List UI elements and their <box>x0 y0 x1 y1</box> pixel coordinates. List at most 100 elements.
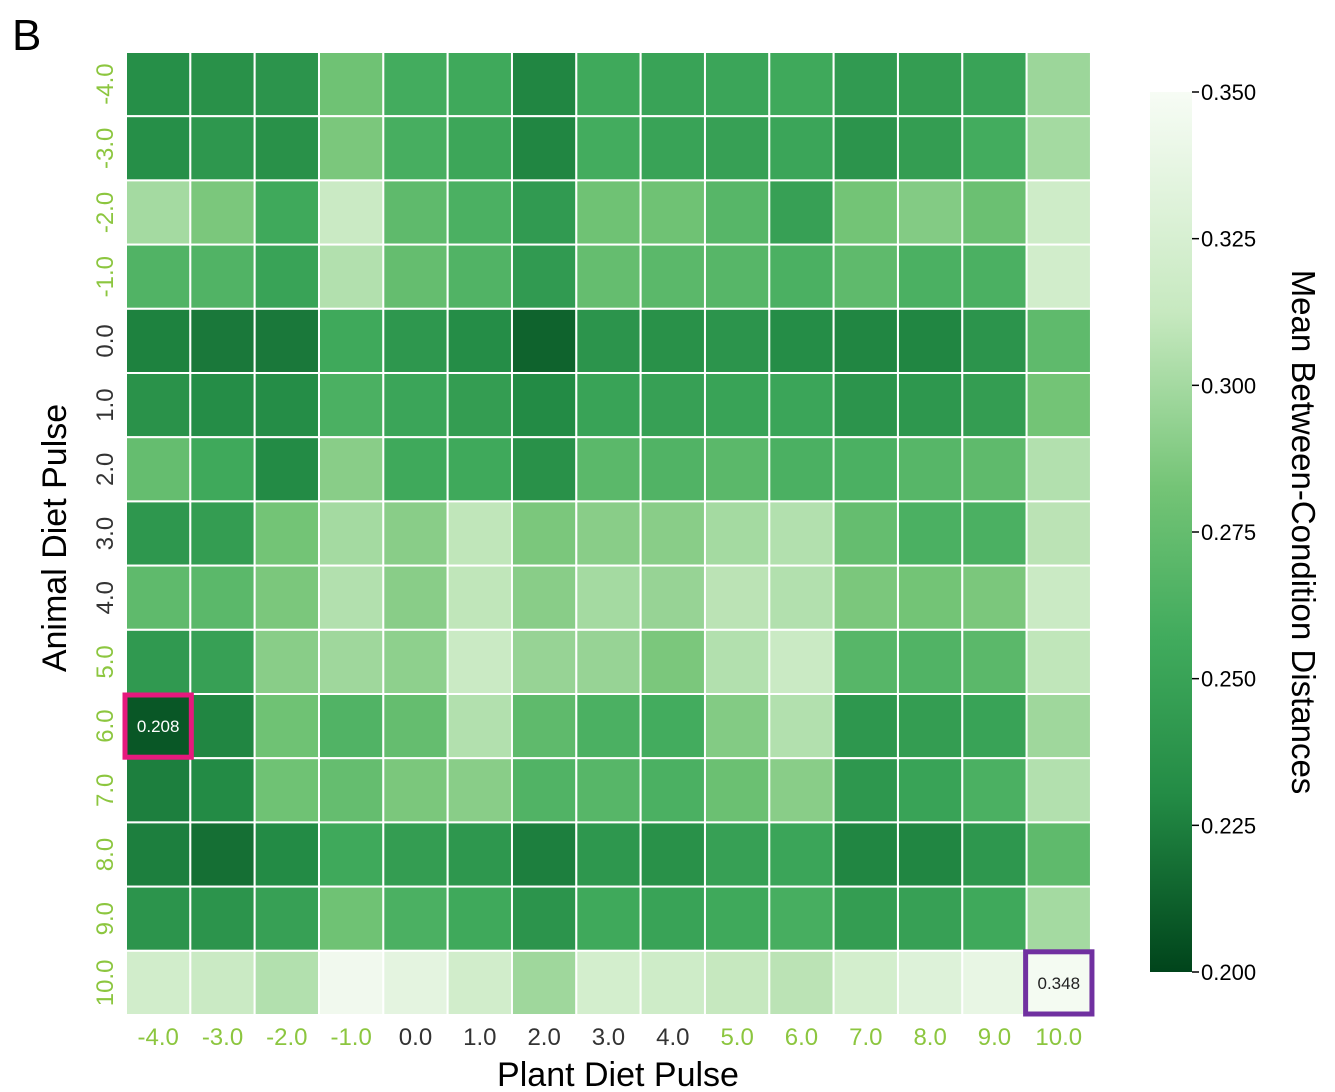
colorbar-label: Mean Between-Condition Distances <box>1285 270 1322 795</box>
heatmap-cell <box>317 693 385 760</box>
y-axis-label: Animal Diet Pulse <box>36 404 74 672</box>
x-tick-label: -3.0 <box>202 1024 243 1051</box>
heatmap-cell <box>961 115 1028 182</box>
heatmap-cell <box>189 628 256 695</box>
y-tick-label: 9.0 <box>92 902 119 935</box>
heatmap-cell <box>510 307 578 374</box>
heatmap-cell <box>639 757 706 824</box>
heatmap-cell <box>446 115 513 182</box>
heatmap-cell <box>189 564 256 631</box>
heatmap-cell <box>446 307 513 374</box>
heatmap-cell <box>961 436 1028 503</box>
heatmap-cell <box>446 821 513 888</box>
heatmap-cell <box>317 243 385 310</box>
colorbar-ticks: 0.350 0.325 0.300 0.275 0.250 0.225 0.200 <box>1192 80 1256 985</box>
heatmap-cell <box>125 628 192 695</box>
heatmap-cell <box>382 436 449 503</box>
heatmap-cell <box>317 949 385 1016</box>
y-tick-label: 5.0 <box>92 645 119 678</box>
heatmap-cell <box>832 372 899 439</box>
heatmap-cell <box>382 885 449 952</box>
heatmap-cell <box>253 436 320 503</box>
heatmap-cell <box>125 436 192 503</box>
heatmap-cell <box>896 500 964 567</box>
heatmap-cell <box>510 179 578 246</box>
heatmap-cell <box>703 949 771 1016</box>
heatmap-cell <box>639 51 706 118</box>
heatmap-cell <box>510 949 578 1016</box>
heatmap-cell <box>317 51 385 118</box>
heatmap-cell <box>510 564 578 631</box>
heatmap-cell <box>639 693 706 760</box>
heatmap-cell <box>253 821 320 888</box>
heatmap-cell <box>961 628 1028 695</box>
heatmap-cell <box>639 115 706 182</box>
heatmap-cell <box>189 693 256 760</box>
heatmap-cell <box>768 821 835 888</box>
heatmap-cell <box>317 564 385 631</box>
heatmap-cell <box>768 628 835 695</box>
heatmap-cell <box>703 757 771 824</box>
heatmap-cell <box>768 693 835 760</box>
heatmap-cell <box>1025 628 1092 695</box>
heatmap-cell <box>768 436 835 503</box>
y-tick-label: 3.0 <box>92 517 119 550</box>
heatmap-cell <box>703 885 771 952</box>
heatmap-cell <box>768 564 835 631</box>
y-tick-label: 0.0 <box>92 324 119 357</box>
heatmap-cell <box>575 757 642 824</box>
heatmap-cell <box>253 307 320 374</box>
heatmap-cell <box>446 628 513 695</box>
heatmap-cell <box>768 243 835 310</box>
heatmap-cell <box>253 757 320 824</box>
heatmap-cell <box>575 243 642 310</box>
heatmap-cell <box>575 693 642 760</box>
heatmap-cell <box>189 885 256 952</box>
y-tick-label: 4.0 <box>92 581 119 614</box>
heatmap-cell <box>575 436 642 503</box>
panel-label: B <box>12 11 41 60</box>
heatmap-cell <box>703 179 771 246</box>
heatmap-cell <box>832 436 899 503</box>
heatmap-cell <box>896 115 964 182</box>
heatmap-cell <box>189 757 256 824</box>
heatmap-cell <box>575 628 642 695</box>
heatmap-cell <box>382 372 449 439</box>
heatmap-cell <box>961 243 1028 310</box>
heatmap-cell <box>768 307 835 374</box>
x-tick-label: 7.0 <box>849 1024 882 1051</box>
heatmap-cell <box>832 821 899 888</box>
heatmap-cell <box>961 693 1028 760</box>
heatmap-cell <box>382 757 449 824</box>
heatmap-cell <box>189 500 256 567</box>
heatmap-cell <box>125 757 192 824</box>
heatmap-cell <box>832 757 899 824</box>
heatmap-cell <box>639 821 706 888</box>
x-tick-label: -2.0 <box>266 1024 307 1051</box>
heatmap-cell <box>639 628 706 695</box>
heatmap-cell <box>510 757 578 824</box>
heatmap-cell <box>639 307 706 374</box>
heatmap-cell <box>1025 51 1092 118</box>
heatmap-cell <box>253 564 320 631</box>
heatmap-cell <box>1025 179 1092 246</box>
heatmap-cell <box>832 500 899 567</box>
heatmap-cell <box>125 243 192 310</box>
heatmap-cell <box>317 500 385 567</box>
heatmap-cell <box>189 115 256 182</box>
heatmap-cell <box>382 500 449 567</box>
heatmap-cell <box>575 885 642 952</box>
heatmap-cell <box>446 564 513 631</box>
heatmap-cell <box>896 949 964 1016</box>
heatmap-cell <box>703 436 771 503</box>
heatmap-cell <box>832 307 899 374</box>
heatmap-cell <box>189 179 256 246</box>
heatmap-cell <box>768 179 835 246</box>
heatmap-cell <box>317 885 385 952</box>
heatmap-cell <box>1025 949 1092 1016</box>
heatmap-cell <box>575 821 642 888</box>
heatmap-cell <box>189 436 256 503</box>
heatmap-cell <box>832 115 899 182</box>
heatmap-cell <box>703 115 771 182</box>
pink-highlight-box <box>122 692 194 760</box>
